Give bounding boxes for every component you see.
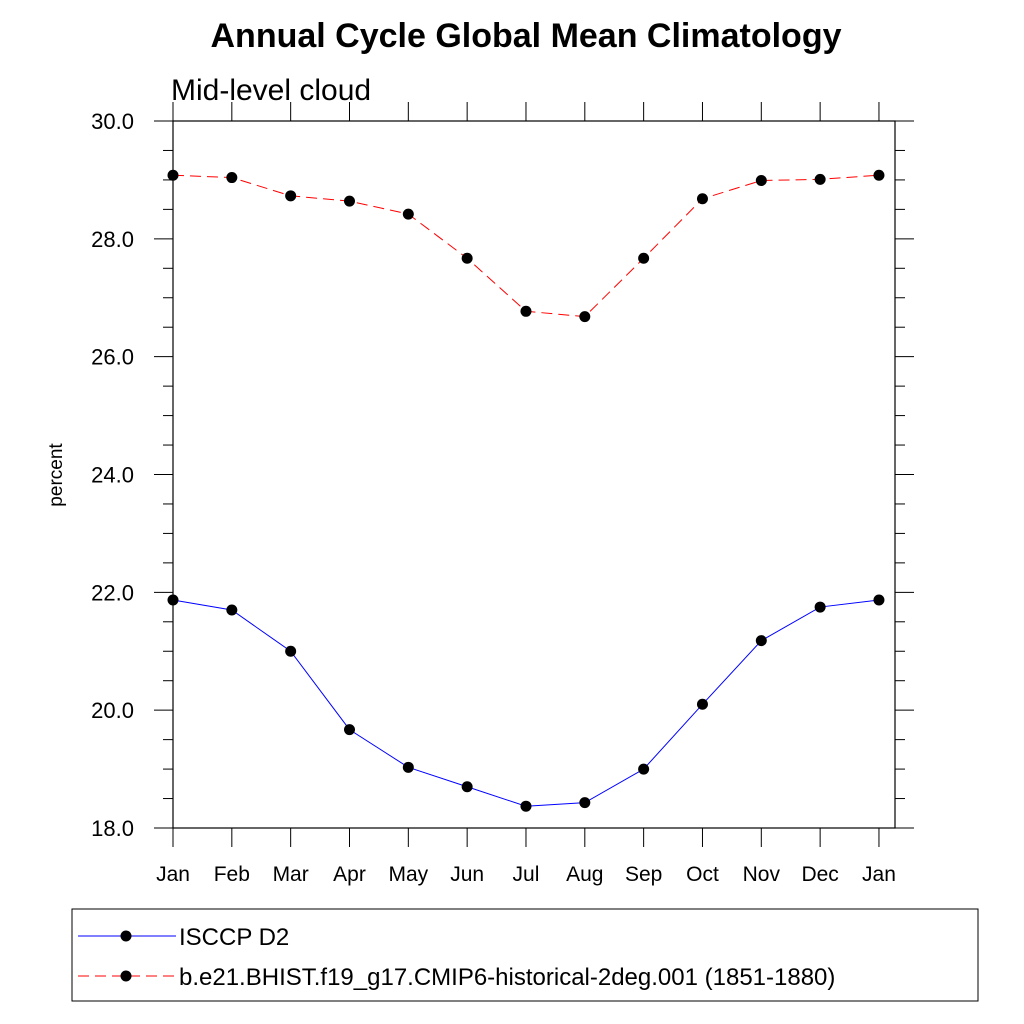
data-point [579, 797, 591, 809]
data-point [873, 594, 885, 606]
data-point [755, 175, 767, 187]
data-point [343, 724, 355, 736]
data-point [755, 635, 767, 647]
legend-label: ISCCP D2 [179, 924, 289, 951]
data-point [285, 645, 297, 657]
data-point [638, 763, 650, 775]
data-point [814, 173, 826, 185]
y-axis-label: percent [46, 443, 67, 507]
y-tick-label: 22.0 [91, 580, 134, 605]
legend-label: b.e21.BHIST.f19_g17.CMIP6-historical-2de… [179, 964, 835, 991]
chart-title: Annual Cycle Global Mean Climatology [211, 17, 842, 55]
series-2 [167, 169, 885, 323]
data-point [520, 305, 532, 317]
axes: 18.0 20.0 22.0 24.0 26.0 28.0 30.0 Jan Feb Mar Apr… [91, 102, 914, 886]
y-tick-label: 24.0 [91, 463, 134, 488]
data-point [226, 172, 238, 184]
x-tick-label: Apr [333, 863, 366, 886]
data-point [461, 252, 473, 264]
x-tick-label: Mar [273, 863, 309, 886]
data-point [226, 604, 238, 616]
legend: ISCCP D2 b.e21.BHIST.f19_g17.CMIP6-histor… [71, 908, 979, 1002]
legend-box [71, 908, 979, 1002]
x-tick-label: Nov [743, 863, 781, 886]
series-line [172, 599, 880, 807]
x-tick-label: Sep [625, 863, 662, 886]
x-tick-label: Aug [566, 863, 603, 886]
x-tick-label: Dec [801, 863, 838, 886]
data-point [520, 800, 532, 812]
y-tick-label: 26.0 [91, 345, 134, 370]
series-1 [167, 594, 885, 812]
data-point [696, 698, 708, 710]
data-point [402, 761, 414, 773]
legend-marker [120, 970, 132, 982]
x-tick-label: Jan [156, 863, 190, 886]
data-point [461, 781, 473, 793]
y-tick-label: 28.0 [91, 227, 134, 252]
x-tick-label: Jan [862, 863, 896, 886]
chart-subtitle: Mid-level cloud [171, 74, 371, 107]
legend-marker [120, 930, 132, 942]
x-tick-label: Jul [513, 863, 540, 886]
data-point [343, 195, 355, 207]
series-line [172, 174, 879, 318]
data-point [814, 601, 826, 613]
data-point [638, 252, 650, 264]
x-tick-label: Jun [450, 863, 484, 886]
data-point [873, 169, 885, 181]
series-group [167, 169, 885, 812]
data-point [402, 208, 414, 220]
x-tick-label: Oct [686, 863, 719, 886]
data-point [285, 190, 297, 202]
y-tick-label: 20.0 [91, 698, 134, 723]
y-tick-label: 18.0 [91, 816, 134, 841]
plot-frame [172, 120, 896, 829]
y-tick-label: 30.0 [91, 109, 134, 134]
x-tick-label: Feb [214, 863, 250, 886]
data-point [696, 193, 708, 205]
x-tick-label: May [388, 863, 428, 886]
data-point [579, 311, 591, 323]
